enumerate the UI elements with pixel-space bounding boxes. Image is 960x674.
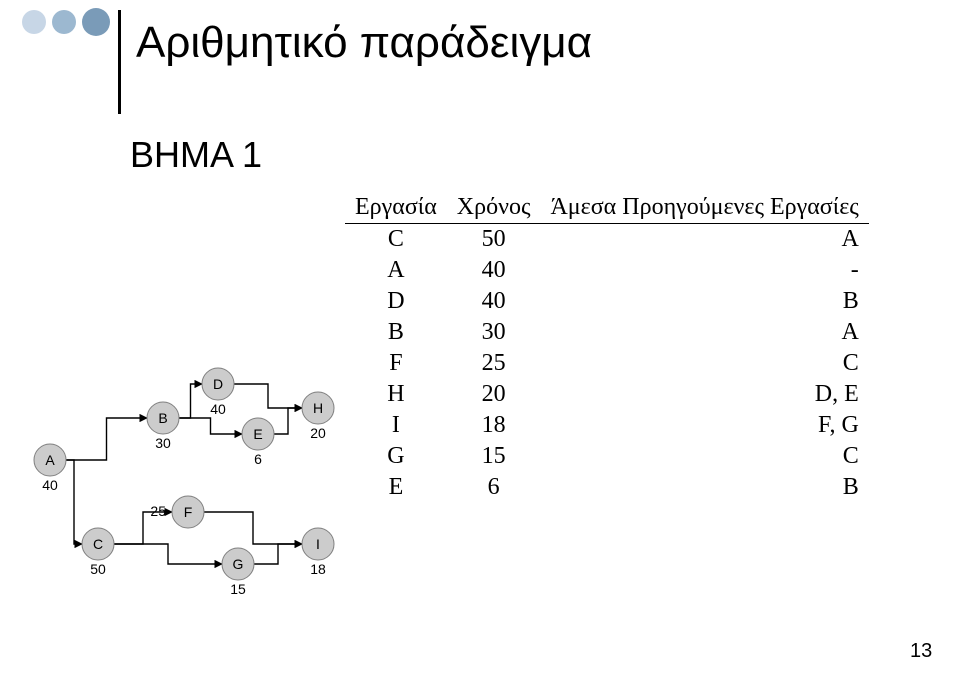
table-cell: D, E (540, 379, 868, 410)
table-cell: 25 (447, 348, 541, 379)
graph-node-label: D (213, 376, 223, 392)
page-number: 13 (910, 640, 932, 663)
table-row: I18F, G (345, 410, 869, 441)
graph-node-B: B 30 (147, 402, 179, 451)
graph-edge (66, 418, 147, 460)
table-cell: 18 (447, 410, 541, 441)
table-cell: B (540, 286, 868, 317)
graph-node-label: I (316, 536, 320, 552)
deco-circle-1 (22, 10, 46, 34)
graph-node-E: E6 (242, 418, 274, 467)
table-cell: C (345, 224, 447, 256)
table-cell: C (540, 441, 868, 472)
graph-node-F: F 25 (150, 496, 204, 528)
table-row: A40- (345, 255, 869, 286)
graph-node-label: E (253, 426, 262, 442)
table-cell: 15 (447, 441, 541, 472)
table-body: C50AA40-D40BB30AF25CH20D, EI18F, GG15CE6… (345, 224, 869, 504)
table-cell: A (540, 224, 868, 256)
table-row: F25C (345, 348, 869, 379)
graph-node-label: F (184, 504, 193, 520)
graph-node-I: I 18 (302, 528, 334, 577)
graph-node-A: A 40 (34, 444, 66, 493)
table-cell: 40 (447, 255, 541, 286)
graph-node-C: C 50 (82, 528, 114, 577)
graph-edge (234, 384, 302, 408)
table-cell: A (540, 317, 868, 348)
graph-node-value: 20 (310, 425, 326, 441)
table-row: E6B (345, 472, 869, 503)
graph-edge (204, 512, 302, 544)
slide-subtitle: ΒΗΜΑ 1 (130, 134, 262, 176)
table-cell: 30 (447, 317, 541, 348)
table-cell: 6 (447, 472, 541, 503)
table-row: C50A (345, 224, 869, 256)
table-row: D40B (345, 286, 869, 317)
deco-circle-2 (52, 10, 76, 34)
graph-node-value: 40 (42, 477, 58, 493)
graph-edge (179, 418, 242, 434)
task-graph: A40B30D40E6H20C50F25G15I18 (20, 364, 370, 644)
table-cell: 50 (447, 224, 541, 256)
table-cell: 20 (447, 379, 541, 410)
table-cell: D (345, 286, 447, 317)
table-row: G15C (345, 441, 869, 472)
table-cell: C (540, 348, 868, 379)
title-rule (118, 10, 121, 114)
slide: Αριθμητικό παράδειγμα ΒΗΜΑ 1 Εργασία Χρό… (0, 0, 960, 674)
graph-edge (254, 544, 302, 564)
slide-title: Αριθμητικό παράδειγμα (136, 18, 592, 68)
graph-node-G: G 15 (222, 548, 254, 597)
graph-edge (274, 408, 302, 434)
deco-circle-3 (82, 8, 110, 36)
graph-node-value: 6 (254, 451, 262, 467)
table-cell: 40 (447, 286, 541, 317)
table-header-row: Εργασία Χρόνος Άμεσα Προηγούμενες Εργασί… (345, 192, 869, 224)
graph-node-value: 30 (155, 435, 171, 451)
col-task: Εργασία (345, 192, 447, 224)
col-time: Χρόνος (447, 192, 541, 224)
graph-node-value: 18 (310, 561, 326, 577)
graph-node-value: 15 (230, 581, 246, 597)
table-row: B30A (345, 317, 869, 348)
col-preds: Άμεσα Προηγούμενες Εργασίες (540, 192, 868, 224)
table-cell: B (345, 317, 447, 348)
graph-node-H: H 20 (302, 392, 334, 441)
table-cell: B (540, 472, 868, 503)
graph-edge (66, 460, 82, 544)
graph-node-label: B (158, 410, 167, 426)
table-cell: - (540, 255, 868, 286)
graph-node-D: D 40 (202, 368, 234, 417)
task-table: Εργασία Χρόνος Άμεσα Προηγούμενες Εργασί… (345, 192, 869, 503)
graph-node-label: A (45, 452, 55, 468)
graph-node-label: C (93, 536, 103, 552)
table-cell: A (345, 255, 447, 286)
graph-node-value: 25 (150, 503, 166, 519)
graph-node-value: 50 (90, 561, 106, 577)
table-cell: F, G (540, 410, 868, 441)
graph-node-value: 40 (210, 401, 226, 417)
graph-edge (179, 384, 202, 418)
graph-edge (114, 544, 222, 564)
graph-node-label: G (233, 556, 244, 572)
graph-node-label: H (313, 400, 323, 416)
table-row: H20D, E (345, 379, 869, 410)
